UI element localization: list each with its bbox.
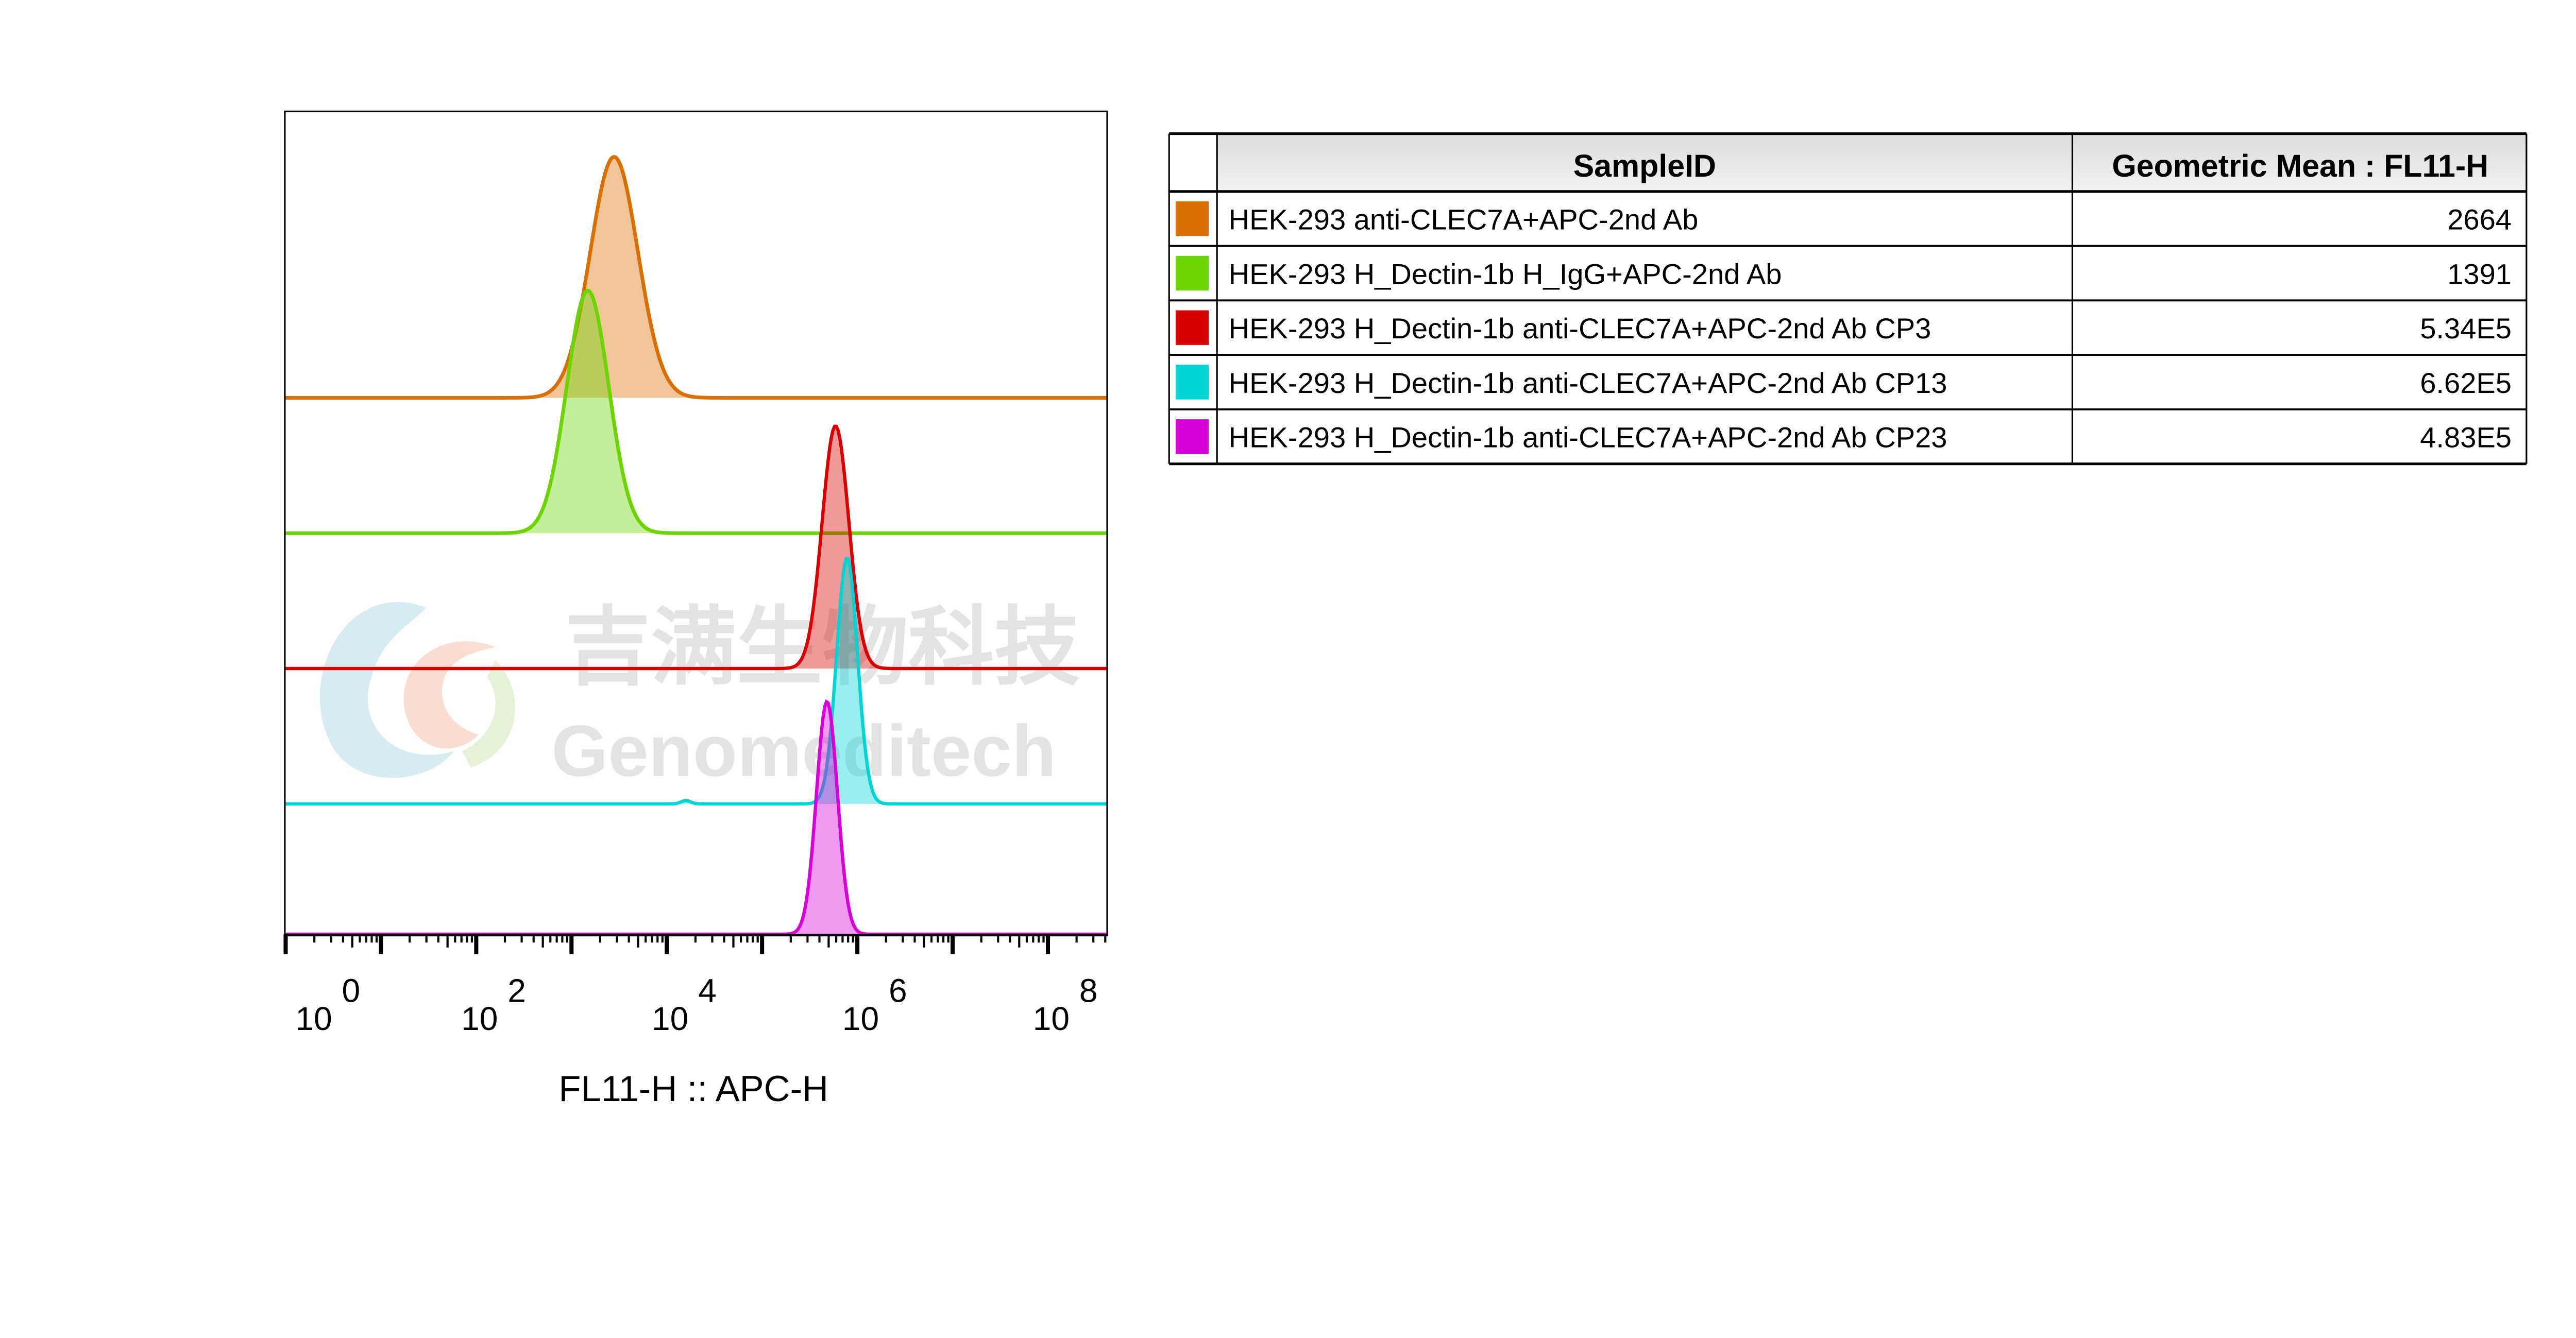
tick-label-base: 10 bbox=[842, 1000, 879, 1037]
watermark-cn: 吉满生物科技 bbox=[565, 599, 1080, 695]
tick-label-base: 10 bbox=[295, 1000, 332, 1037]
table-row: HEK-293 anti-CLEC7A+APC-2nd Ab 2664 bbox=[1176, 201, 2512, 236]
table-grid bbox=[1168, 132, 2528, 466]
x-axis-ticks bbox=[283, 934, 1108, 954]
histogram-fill bbox=[284, 290, 1108, 534]
table-row: HEK-293 H_Dectin-1b H_IgG+APC-2nd Ab 1391 bbox=[1176, 255, 2512, 291]
legend-table: SampleID Geometric Mean : FL11-H HEK-293… bbox=[1168, 132, 2528, 466]
geo-mean-value: 1391 bbox=[2447, 258, 2512, 290]
header-sampleid: SampleID bbox=[1573, 148, 1716, 183]
sample-id: HEK-293 H_Dectin-1b H_IgG+APC-2nd Ab bbox=[1229, 258, 1782, 290]
table-row: HEK-293 H_Dectin-1b anti-CLEC7A+APC-2nd … bbox=[1176, 365, 2512, 400]
geo-mean-value: 2664 bbox=[2447, 203, 2512, 236]
histogram-line bbox=[284, 424, 1108, 671]
color-swatch bbox=[1176, 201, 1209, 236]
histogram-series-1 bbox=[284, 155, 1108, 400]
histogram-series-4 bbox=[284, 557, 1108, 806]
x-axis-title: FL11-H :: APC-H bbox=[558, 1068, 828, 1109]
table-row: HEK-293 H_Dectin-1b anti-CLEC7A+APC-2nd … bbox=[1176, 419, 2512, 454]
histogram-fill bbox=[284, 157, 1108, 398]
tick-label-exponent: 2 bbox=[507, 972, 526, 1009]
histogram-series-3 bbox=[284, 424, 1108, 671]
tick-label-base: 10 bbox=[461, 1000, 498, 1037]
watermark-en: Genomeditech bbox=[552, 710, 1056, 791]
histogram-line bbox=[284, 557, 1108, 806]
geo-mean-value: 6.62E5 bbox=[2420, 367, 2512, 399]
sample-id: HEK-293 H_Dectin-1b anti-CLEC7A+APC-2nd … bbox=[1229, 421, 1947, 454]
histogram-line bbox=[284, 155, 1108, 400]
watermark-logo bbox=[319, 602, 515, 778]
tick-label-exponent: 6 bbox=[889, 972, 907, 1009]
tick-label-exponent: 4 bbox=[698, 972, 717, 1009]
tick-label-base: 10 bbox=[652, 1000, 688, 1037]
histogram-series-2 bbox=[284, 288, 1108, 535]
table-row: HEK-293 H_Dectin-1b anti-CLEC7A+APC-2nd … bbox=[1176, 310, 2512, 345]
histogram-line bbox=[284, 288, 1108, 535]
histograms bbox=[284, 155, 1108, 936]
geo-mean-value: 5.34E5 bbox=[2420, 312, 2512, 345]
header-geomean: Geometric Mean : FL11-H bbox=[2112, 148, 2488, 183]
geo-mean-value: 4.83E5 bbox=[2420, 421, 2512, 454]
color-swatch bbox=[1176, 365, 1209, 400]
tick-label-exponent: 0 bbox=[342, 972, 360, 1009]
sample-id: HEK-293 H_Dectin-1b anti-CLEC7A+APC-2nd … bbox=[1229, 312, 1931, 345]
color-swatch bbox=[1176, 255, 1209, 291]
tick-label-base: 10 bbox=[1033, 1000, 1070, 1037]
plot-frame bbox=[284, 110, 1108, 936]
sample-id: HEK-293 anti-CLEC7A+APC-2nd Ab bbox=[1229, 203, 1699, 236]
color-swatch bbox=[1176, 419, 1209, 454]
tick-label-exponent: 8 bbox=[1079, 972, 1098, 1009]
watermark: 吉满生物科技 Genomeditech bbox=[319, 599, 1080, 791]
color-swatch bbox=[1176, 310, 1209, 345]
sample-id: HEK-293 H_Dectin-1b anti-CLEC7A+APC-2nd … bbox=[1229, 367, 1947, 399]
